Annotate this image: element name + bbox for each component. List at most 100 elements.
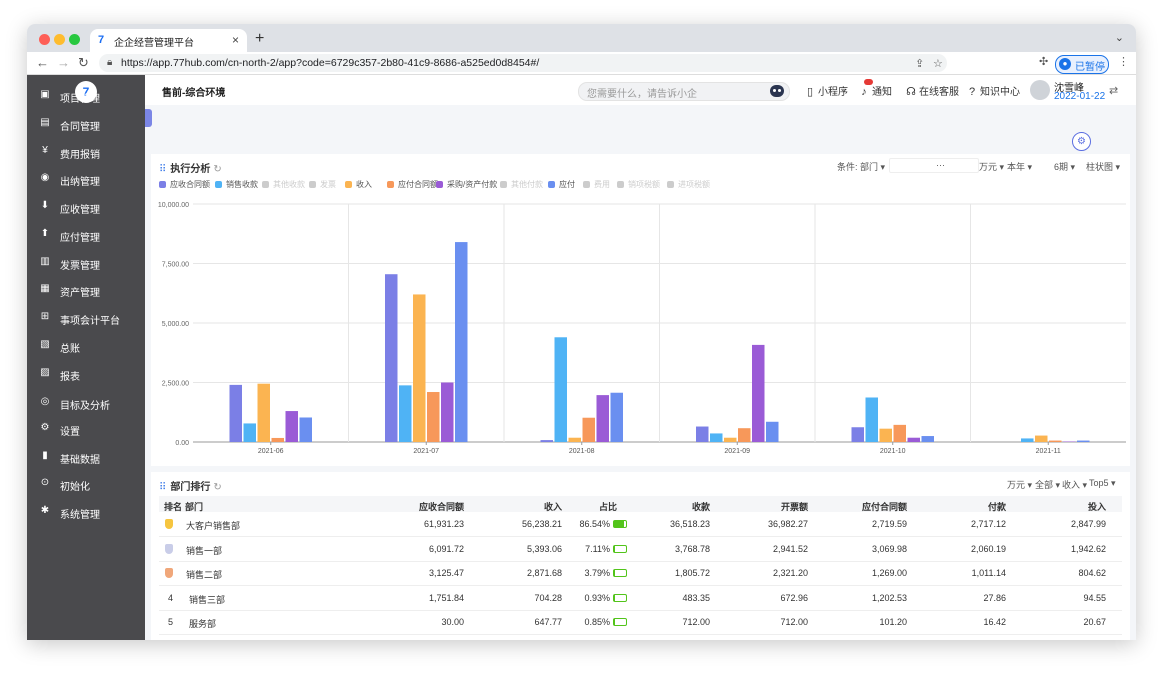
legend-label: 采购/资产付款 <box>447 180 498 189</box>
ranking-scope-select[interactable]: 全部 ▾ <box>1035 480 1061 490</box>
legend-swatch <box>262 181 269 188</box>
environment-name[interactable]: 售前-综合环境 <box>162 88 226 99</box>
close-window-button[interactable] <box>39 34 50 45</box>
minimize-window-button[interactable] <box>54 34 65 45</box>
sidebar-item-1[interactable]: ▤ 合同管理 <box>39 116 143 133</box>
legend-item[interactable]: 发票 <box>309 179 336 190</box>
legend-swatch <box>548 181 555 188</box>
condition-field[interactable] <box>889 158 979 173</box>
legend-item[interactable]: 销售收款 <box>215 179 258 190</box>
sidebar-item-11[interactable]: ◎ 目标及分析 <box>39 395 143 412</box>
unit-value: 万元 <box>979 162 998 172</box>
sidebar-item-10[interactable]: ▨ 报表 <box>39 366 143 383</box>
legend-swatch <box>500 181 507 188</box>
legend-item[interactable]: 进项税额 <box>667 179 710 190</box>
unit-select[interactable]: 万元 ▾ <box>979 162 1005 172</box>
table-row[interactable]: 4 销售三部 1,751.84 704.28 483.35 672.96 1,202.53 2… <box>159 586 1122 611</box>
header-input[interactable]: 投入 <box>1087 502 1106 512</box>
profile-paused-button[interactable]: ● 已暂停 <box>1055 55 1109 74</box>
settings-gear-icon[interactable]: ⚙ <box>1072 132 1091 151</box>
ranking-unit-select[interactable]: 万元 ▾ <box>1007 480 1033 490</box>
table-row[interactable]: 销售二部 3,125.47 2,871.68 1,805.72 2,321.20 1,26… <box>159 561 1122 586</box>
legend-item[interactable]: 应付 <box>548 179 575 190</box>
url-input[interactable]: 🔒︎ https://app.77hub.com/cn-north-2/app?… <box>99 54 947 72</box>
share-icon[interactable]: ⇪ <box>915 58 925 70</box>
switch-icon[interactable]: ⇄ <box>1109 85 1119 97</box>
search-input[interactable]: 您需要什么，请告诉小企 <box>578 82 790 101</box>
page-tab-indicator[interactable] <box>145 109 152 127</box>
sidebar-item-3[interactable]: ◉ 出纳管理 <box>39 171 143 188</box>
user-name[interactable]: 沈雪峰 <box>1054 83 1084 94</box>
sidebar-item-12[interactable]: ⚙ 设置 <box>39 421 143 438</box>
header-payable-contract[interactable]: 应付合同额 <box>861 502 907 512</box>
browser-menu-icon[interactable]: ⋮ <box>1118 56 1129 68</box>
sidebar-item-5[interactable]: ⬆ 应付管理 <box>39 227 143 244</box>
sidebar-item-14[interactable]: ⊙ 初始化 <box>39 476 143 493</box>
online-service-button[interactable]: ☊ 在线客服 <box>905 83 959 98</box>
table-row[interactable]: 5 服务部 30.00 647.77 712.00 712.00 101.20 16.42 20… <box>159 610 1122 635</box>
header-income[interactable]: 收入 <box>543 502 562 512</box>
maximize-window-button[interactable] <box>69 34 80 45</box>
header-receipts[interactable]: 收款 <box>691 502 710 512</box>
browser-tab-bar: 7 企企经营管理平台 × + ⌄ <box>27 24 1136 52</box>
rank-medal-icon <box>165 568 173 578</box>
assistant-bot-icon[interactable] <box>770 85 784 97</box>
legend-item[interactable]: 收入 <box>345 179 372 190</box>
chevron-down-icon[interactable]: ⌄ <box>1114 32 1124 44</box>
brand-logo-icon[interactable]: 7 <box>75 81 97 103</box>
legend-swatch <box>617 181 624 188</box>
close-tab-icon[interactable]: × <box>231 33 239 47</box>
bar-收入-2021-06 <box>257 383 270 442</box>
chart-kind-select[interactable]: 柱状图 ▾ <box>1086 162 1121 172</box>
table-row[interactable]: 大客户销售部 61,931.23 56,238.21 36,518.23 36,982.… <box>159 512 1122 537</box>
header-payment[interactable]: 付款 <box>987 502 1006 512</box>
sidebar-item-13[interactable]: ▮ 基础数据 <box>39 449 143 466</box>
condition-select[interactable]: 部门 ▾ <box>860 162 886 172</box>
legend-item[interactable]: 费用 <box>583 179 610 190</box>
ranking-top-select[interactable]: Top5 ▾ <box>1089 478 1116 488</box>
ranking-title-text: 部门排行 <box>170 482 211 493</box>
sidebar-item-4[interactable]: ⬇ 应收管理 <box>39 199 143 216</box>
refresh-icon[interactable]: ↻ <box>213 164 222 175</box>
sidebar-item-2[interactable]: ¥ 费用报销 <box>39 144 143 161</box>
legend-item[interactable]: 应收合同额 <box>159 179 210 190</box>
sidebar-item-7[interactable]: ▦ 资产管理 <box>39 282 143 299</box>
legend-swatch <box>159 181 166 188</box>
drag-handle-icon[interactable]: ⠿ <box>159 164 167 175</box>
legend-item[interactable]: 应付合同额 <box>387 179 438 190</box>
header-invoiced[interactable]: 开票额 <box>780 502 808 512</box>
extensions-icon[interactable]: ✣ <box>1039 56 1049 68</box>
reload-icon[interactable]: ↻ <box>78 55 89 70</box>
browser-tab[interactable]: 7 企企经营管理平台 × <box>90 29 247 52</box>
user-avatar[interactable] <box>1030 80 1050 100</box>
notify-button[interactable]: ♪ 通知 <box>858 83 892 98</box>
period-select[interactable]: 本年 ▾ <box>1007 162 1033 172</box>
refresh-icon[interactable]: ↻ <box>213 482 222 493</box>
dept-name: 服务部 <box>189 619 217 629</box>
ranking-metric-select[interactable]: 收入 ▾ <box>1062 480 1088 490</box>
mini-program-button[interactable]: ▯ 小程序 <box>804 83 848 98</box>
sidebar-item-9[interactable]: ▧ 总账 <box>39 338 143 355</box>
legend-item[interactable]: 其他付款 <box>500 179 543 190</box>
sidebar-item-15[interactable]: ✱ 系统管理 <box>39 504 143 521</box>
sidebar-item-8[interactable]: ⊞ 事项会计平台 <box>39 310 143 327</box>
ratio-bar <box>613 520 627 528</box>
periods-select[interactable]: 6期 ▾ <box>1054 162 1076 172</box>
table-row[interactable]: 销售一部 6,091.72 5,393.06 3,768.78 2,941.52 3,06… <box>159 537 1122 562</box>
table-row[interactable]: 6其他663.20591.80537.63629.6823,919.2612,9… <box>159 635 1122 641</box>
ranking-metric-value: 收入 <box>1062 480 1081 490</box>
bookmark-star-icon[interactable]: ☆ <box>933 58 943 70</box>
legend-item[interactable]: 其他收款 <box>262 179 305 190</box>
drag-handle-icon[interactable]: ⠿ <box>159 482 167 493</box>
legend-item[interactable]: 销项税额 <box>617 179 660 190</box>
sidebar-item-6[interactable]: ▥ 发票管理 <box>39 255 143 272</box>
back-icon[interactable]: ← <box>36 55 49 70</box>
forward-icon[interactable]: → <box>57 55 70 70</box>
sidebar-item-0[interactable]: ▣ 项目管理 <box>39 88 143 105</box>
more-options[interactable]: ··· <box>936 160 945 170</box>
knowledge-center-button[interactable]: ? 知识中心 <box>966 83 1020 98</box>
header-contract[interactable]: 应收合同额 <box>418 502 464 512</box>
cell-income: 5,393.06 <box>526 543 562 554</box>
legend-item[interactable]: 采购/资产付款 <box>436 179 497 190</box>
new-tab-icon[interactable]: + <box>255 30 265 47</box>
